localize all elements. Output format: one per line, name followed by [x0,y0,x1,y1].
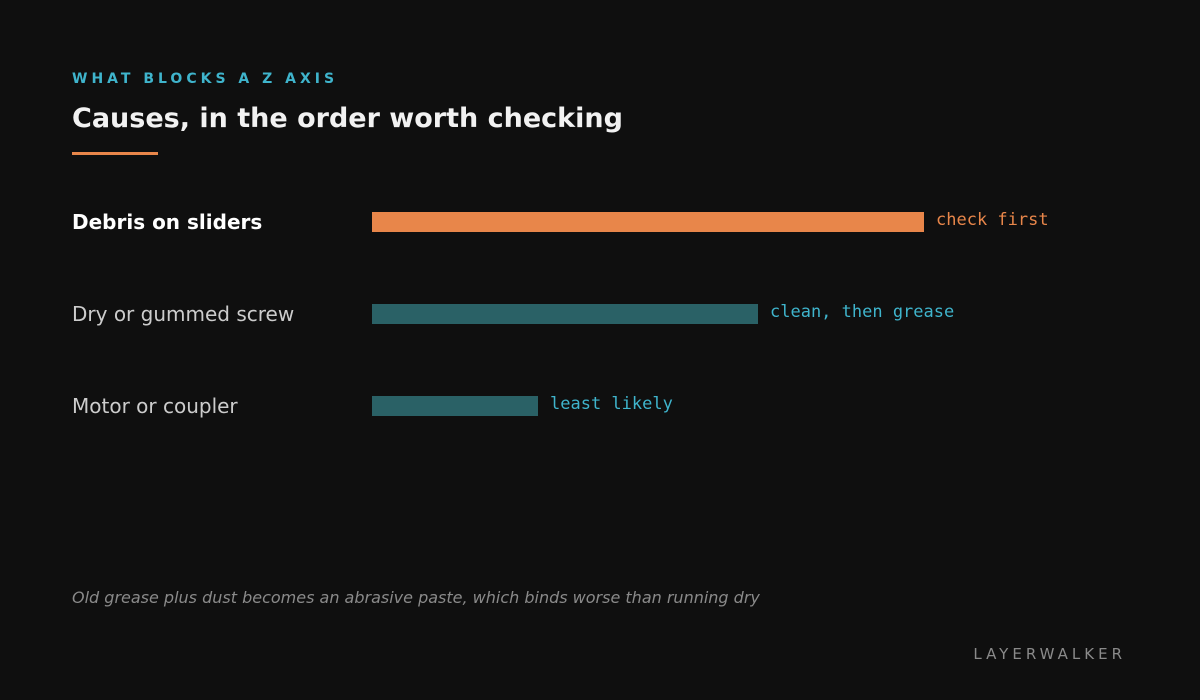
chart-kicker: WHAT BLOCKS A Z AXIS [72,71,339,87]
chart-title: Causes, in the order worth checking [72,103,623,134]
bar-annotation: clean, then grease [770,302,955,322]
bar-annotation: check first [936,210,1049,230]
title-accent-rule [72,152,158,155]
bar-annotation: least likely [550,394,673,414]
bar [372,212,924,232]
bar-category-label: Dry or gummed screw [72,302,295,326]
brand-wordmark: LAYERWALKER [973,645,1126,663]
bar-row: Motor or coupler least likely [0,386,1200,426]
bar-row: Debris on sliders check first [0,202,1200,242]
bar-category-label: Motor or coupler [72,394,238,418]
bar [372,304,758,324]
bar-row: Dry or gummed screw clean, then grease [0,294,1200,334]
chart-footnote: Old grease plus dust becomes an abrasive… [72,588,760,607]
bar-category-label: Debris on sliders [72,210,263,234]
bar [372,396,538,416]
